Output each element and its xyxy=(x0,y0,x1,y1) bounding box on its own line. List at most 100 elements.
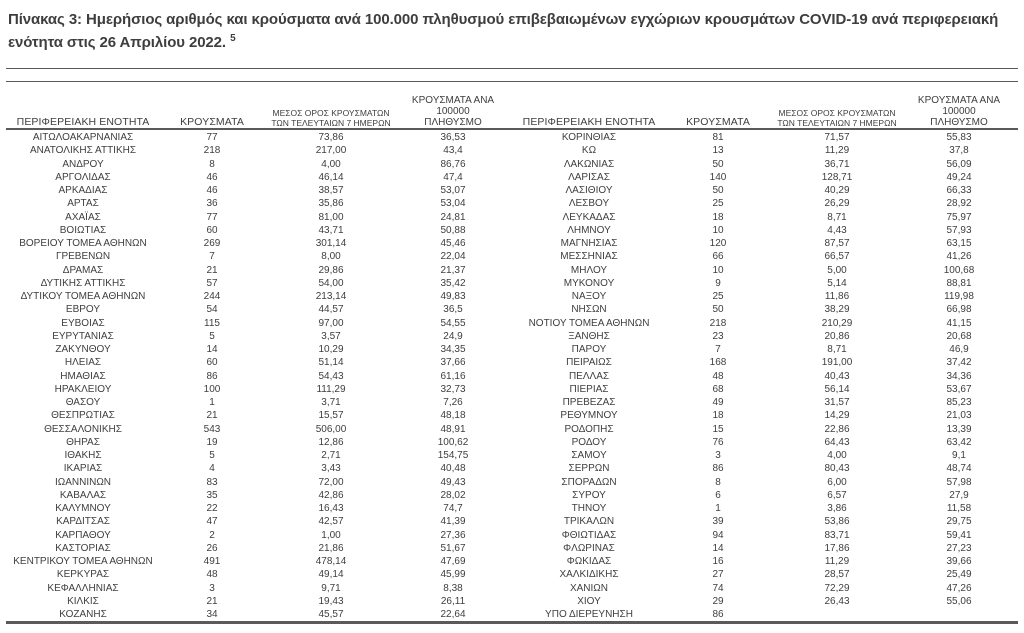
cases-cell: 19 xyxy=(206,436,218,448)
avg7-cases-cell: 38,29 xyxy=(824,304,850,316)
region-cell: ΠΡΕΒΕΖΑΣ xyxy=(562,397,616,409)
table-row: ΑΡΤΑΣ 36 35,86 53,04 xyxy=(8,197,510,210)
avg7-cases-cell: 43,71 xyxy=(318,224,344,236)
region-cell: ΚΕΦΑΛΛΗΝΙΑΣ xyxy=(47,582,119,594)
cases-cell: 14 xyxy=(712,542,724,554)
cases-per-100k-cell: 154,75 xyxy=(437,450,469,462)
cases-cell: 1 xyxy=(715,503,721,515)
cases-per-100k-cell: 48,74 xyxy=(946,463,972,475)
region-cell: ΠΑΡΟΥ xyxy=(571,344,607,356)
cases-cell: 25 xyxy=(712,198,724,210)
table-row: ΗΜΑΘΙΑΣ 86 54,43 61,16 xyxy=(8,370,510,383)
header-underline-rule xyxy=(6,128,1018,130)
table-row: ΗΡΑΚΛΕΙΟΥ 100 111,29 32,73 xyxy=(8,383,510,396)
avg7-cases-cell: 46,14 xyxy=(318,171,344,183)
table-row: ΚΕΝΤΡΙΚΟΥ ΤΟΜΕΑ ΑΘΗΝΩΝ 491 478,14 47,69 xyxy=(8,555,510,568)
region-cell: ΚΑΛΥΜΝΟΥ xyxy=(55,503,111,515)
region-cell: ΙΚΑΡΙΑΣ xyxy=(63,463,103,475)
table-row: ΡΕΘΥΜΝΟΥ 18 14,29 21,03 xyxy=(514,409,1016,422)
avg7-cases-cell: 8,00 xyxy=(321,251,341,263)
region-cell: ΡΟΔΟΥ xyxy=(571,436,607,448)
cases-cell: 50 xyxy=(712,185,724,197)
cases-cell: 48 xyxy=(206,569,218,581)
cases-cell: 60 xyxy=(206,224,218,236)
cases-per-100k-cell: 53,04 xyxy=(440,198,466,210)
table-row: ΚΑΡΔΙΤΣΑΣ 47 42,57 41,39 xyxy=(8,515,510,528)
cases-per-100k-cell: 85,23 xyxy=(946,397,972,409)
avg7-cases-cell: 8,71 xyxy=(827,211,847,223)
region-cell: ΕΥΒΟΙΑΣ xyxy=(61,317,105,329)
region-cell: ΑΝΑΤΟΛΙΚΗΣ ΑΤΤΙΚΗΣ xyxy=(29,145,137,157)
cases-per-100k-cell: 8,38 xyxy=(443,582,463,594)
cases-per-100k-cell: 74,7 xyxy=(443,503,463,515)
table-row: ΧΑΝΙΩΝ 74 72,29 47,26 xyxy=(514,582,1016,595)
avg7-cases-cell: 5,00 xyxy=(827,264,847,276)
region-cell: ΤΗΝΟΥ xyxy=(571,503,607,515)
cases-per-100k-cell: 47,26 xyxy=(946,582,972,594)
region-cell: ΚΙΛΚΙΣ xyxy=(67,595,99,607)
region-cell: ΓΡΕΒΕΝΩΝ xyxy=(55,251,111,263)
top-rule-1 xyxy=(6,68,1018,69)
avg7-cases-cell: 38,57 xyxy=(318,185,344,197)
cases-per-100k-cell: 75,97 xyxy=(946,211,972,223)
footnote-reference: 5 xyxy=(230,33,236,44)
region-cell: ΜΗΛΟΥ xyxy=(570,264,608,276)
table-row: ΔΥΤΙΚΟΥ ΤΟΜΕΑ ΑΘΗΝΩΝ 244 213,14 49,83 xyxy=(8,290,510,303)
avg7-cases-cell: 20,86 xyxy=(824,330,850,342)
region-cell: ΝΗΣΩΝ xyxy=(571,304,607,316)
avg7-cases-cell: 4,00 xyxy=(321,158,341,170)
region-cell: ΔΥΤΙΚΗΣ ΑΤΤΙΚΗΣ xyxy=(40,277,126,289)
cases-per-100k-cell: 55,06 xyxy=(946,595,972,607)
table-row: ΚΟΖΑΝΗΣ 34 45,57 22,64 xyxy=(8,608,510,621)
table-row: ΛΕΣΒΟΥ 25 26,29 28,92 xyxy=(514,197,1016,210)
region-cell: ΑΧΑΪΑΣ xyxy=(65,211,101,223)
table-row: ΓΡΕΒΕΝΩΝ 7 8,00 22,04 xyxy=(8,250,510,263)
cases-per-100k-cell: 50,88 xyxy=(440,224,466,236)
region-cell: ΥΠΟ ΔΙΕΡΕΥΝΗΣΗ xyxy=(545,609,633,621)
cases-cell: 74 xyxy=(712,582,724,594)
table-row: ΚΙΛΚΙΣ 21 19,43 26,11 xyxy=(8,595,510,608)
table-row: ΞΑΝΘΗΣ 23 20,86 20,68 xyxy=(514,330,1016,343)
table-row: ΗΛΕΙΑΣ 60 51,14 37,66 xyxy=(8,356,510,369)
region-cell: ΛΑΣΙΘΙΟΥ xyxy=(565,185,613,197)
avg7-cases-cell: 71,57 xyxy=(824,132,850,144)
table-row: ΛΕΥΚΑΔΑΣ 18 8,71 75,97 xyxy=(514,211,1016,224)
region-cell: ΕΥΡΥΤΑΝΙΑΣ xyxy=(52,330,114,342)
table-row: ΛΑΡΙΣΑΣ 140 128,71 49,24 xyxy=(514,171,1016,184)
table-row: ΑΝΑΤΟΛΙΚΗΣ ΑΤΤΙΚΗΣ 218 217,00 43,4 xyxy=(8,144,510,157)
region-cell: ΡΟΔΟΠΗΣ xyxy=(564,423,614,435)
cases-cell: 3 xyxy=(715,450,721,462)
cases-per-100k-cell: 24,9 xyxy=(443,330,463,342)
cases-per-100k-cell: 20,68 xyxy=(946,330,972,342)
cases-per-100k-cell: 41,26 xyxy=(946,251,972,263)
cases-per-100k-cell: 49,24 xyxy=(946,171,972,183)
avg7-cases-cell: 19,43 xyxy=(318,595,344,607)
cases-cell: 54 xyxy=(206,304,218,316)
avg7-cases-cell: 66,57 xyxy=(824,251,850,263)
cases-per-100k-cell: 47,69 xyxy=(440,556,466,568)
table-row: ΑΡΚΑΔΙΑΣ 46 38,57 53,07 xyxy=(8,184,510,197)
cases-cell: 21 xyxy=(206,410,218,422)
region-cell: ΑΡΓΟΛΙΔΑΣ xyxy=(55,171,111,183)
cases-cell: 66 xyxy=(712,251,724,263)
cases-cell: 46 xyxy=(206,185,218,197)
region-cell: ΠΕΛΛΑΣ xyxy=(568,370,610,382)
cases-per-100k-cell: 66,33 xyxy=(946,185,972,197)
region-cell: ΜΑΓΝΗΣΙΑΣ xyxy=(560,238,618,250)
region-cell: ΛΕΣΒΟΥ xyxy=(568,198,610,210)
cases-cell: 36 xyxy=(206,198,218,210)
cases-cell: 39 xyxy=(712,516,724,528)
cases-per-100k-cell: 49,43 xyxy=(440,476,466,488)
cases-per-100k-cell: 28,92 xyxy=(946,198,972,210)
region-cell: ΛΕΥΚΑΔΑΣ xyxy=(562,211,616,223)
cases-cell: 8 xyxy=(715,476,721,488)
cases-cell: 29 xyxy=(712,595,724,607)
cases-cell: 115 xyxy=(204,317,220,329)
region-header: ΠΕΡΙΦΕΡΕΙΑΚΗ ΕΝΟΤΗΤΑ xyxy=(522,116,656,128)
table-row: ΒΟΙΩΤΙΑΣ 60 43,71 50,88 xyxy=(8,224,510,237)
cases-per-100k-cell: 9,1 xyxy=(952,450,966,462)
avg7-cases-cell: 31,57 xyxy=(824,397,850,409)
cases-per-100k-cell: 59,41 xyxy=(946,529,972,541)
table-row: ΛΗΜΝΟΥ 10 4,43 57,93 xyxy=(514,224,1016,237)
cases-per-100k-cell: 34,36 xyxy=(946,370,972,382)
